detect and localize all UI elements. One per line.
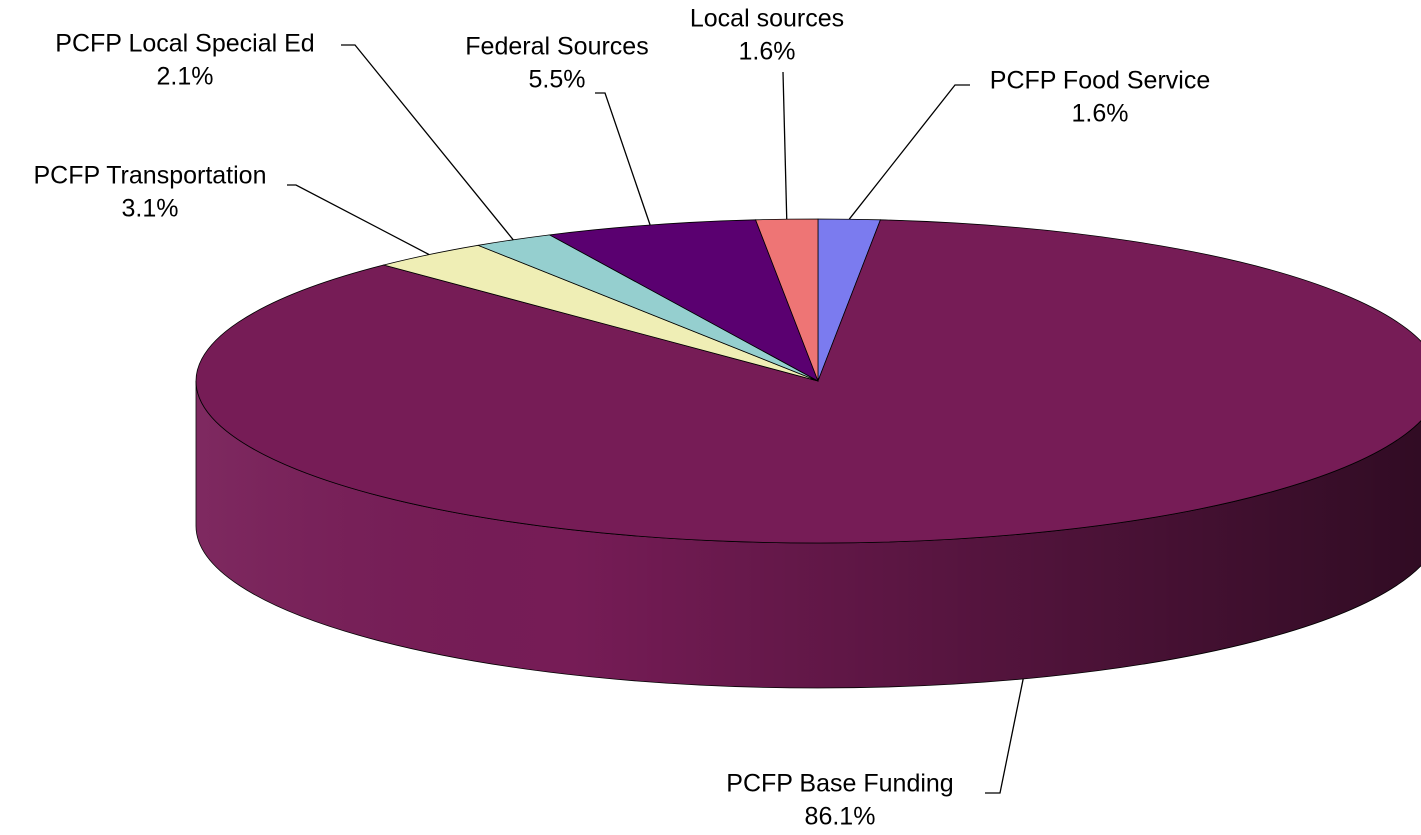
slice-value-label: 5.5%: [529, 66, 586, 94]
leader-line: [782, 71, 788, 220]
slice-value-label: 1.6%: [739, 38, 796, 66]
slice-value-label: 2.1%: [157, 63, 214, 91]
slice-value-label: 86.1%: [805, 803, 876, 831]
leader-line: [985, 678, 1024, 794]
slice-label: PCFP Local Special Ed: [55, 30, 314, 58]
slice-label: PCFP Transportation: [34, 162, 267, 190]
slice-label: PCFP Base Funding: [726, 770, 953, 798]
slice-value-label: 1.6%: [1072, 100, 1129, 128]
pie-slice: [195, 219, 1421, 544]
slice-label: Local sources: [690, 5, 844, 33]
leader-line: [848, 84, 970, 220]
slice-label: Federal Sources: [465, 33, 648, 61]
leader-line: [341, 44, 514, 241]
leader-line: [595, 92, 651, 226]
leader-line: [287, 184, 430, 256]
slice-value-label: 3.1%: [122, 195, 179, 223]
slice-label: PCFP Food Service: [990, 67, 1210, 95]
pie-side-shade: [196, 381, 1421, 688]
pie-slice: [754, 218, 819, 382]
pie-slice: [548, 219, 819, 382]
